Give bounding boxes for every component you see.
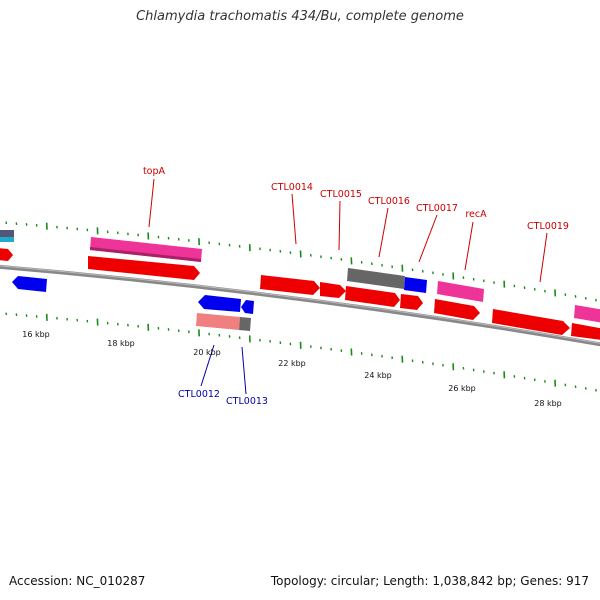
label-leaders	[148, 178, 548, 395]
gene-arrow[interactable]	[12, 276, 47, 292]
gene-arrow-ctl0013[interactable]	[239, 317, 251, 331]
genome-backbone	[0, 264, 600, 347]
gene-arrow[interactable]	[0, 237, 14, 242]
gene-label-ctl0013[interactable]: CTL0013	[226, 396, 268, 407]
genome-stats-text: Topology: circular; Length: 1,038,842 bp…	[270, 574, 589, 588]
gene-arrow[interactable]	[198, 295, 241, 312]
outer-tick-track	[5, 221, 597, 302]
inner-tick-track	[5, 312, 597, 392]
genome-backbone-highlight	[0, 265, 600, 344]
gene-label-ctl0015[interactable]: CTL0015	[320, 189, 362, 200]
gene-label-ctl0019[interactable]: CTL0019	[527, 221, 569, 232]
scale-label: 20 kbp	[193, 348, 221, 357]
scale-label: 24 kbp	[364, 371, 392, 380]
gene-arrow-topa[interactable]	[90, 237, 202, 262]
gene-arrow-ctl0015[interactable]	[320, 282, 346, 298]
scale-label: 26 kbp	[448, 384, 476, 393]
scale-label: 28 kbp	[534, 399, 562, 408]
gene-labels: topA CTL0014 CTL0015 CTL0016 CTL0017 rec…	[143, 166, 569, 407]
reverse-genes	[12, 276, 254, 331]
gene-label-ctl0017[interactable]: CTL0017	[416, 203, 458, 214]
gene-arrow-ctl0016[interactable]	[347, 268, 405, 289]
gene-arrow[interactable]	[345, 286, 400, 307]
gene-label-ctl0012[interactable]: CTL0012	[178, 389, 220, 400]
scale-label: 16 kbp	[22, 330, 50, 339]
gene-arrow[interactable]	[241, 300, 254, 314]
gene-label-ctl0016[interactable]: CTL0016	[368, 196, 410, 207]
gene-label-ctl0014[interactable]: CTL0014	[271, 182, 313, 193]
gene-arrow-ctl0019[interactable]	[492, 309, 570, 335]
gene-arrow[interactable]	[0, 230, 14, 237]
gene-arrow[interactable]	[0, 248, 13, 261]
gene-arrow-reca[interactable]	[437, 281, 484, 302]
scale-label: 22 kbp	[278, 359, 306, 368]
forward-genes	[0, 230, 600, 341]
gene-arrow[interactable]	[574, 305, 600, 324]
gene-arrow[interactable]	[88, 256, 200, 280]
gene-arrow-topa-shade	[90, 247, 201, 262]
scale-labels: 16 kbp 18 kbp 20 kbp 22 kbp 24 kbp 26 kb…	[22, 330, 562, 408]
gene-label-reca[interactable]: recA	[465, 209, 487, 220]
gene-label-topa[interactable]: topA	[143, 166, 166, 177]
map-title: Chlamydia trachomatis 434/Bu, complete g…	[136, 9, 464, 24]
gene-arrow-ctl0017[interactable]	[400, 294, 423, 310]
gene-arrow-ctl0014[interactable]	[260, 275, 320, 295]
gene-arrow[interactable]	[404, 277, 427, 293]
gene-arrow-ctl0012[interactable]	[196, 313, 240, 330]
gene-arrow[interactable]	[571, 323, 600, 341]
scale-label: 18 kbp	[107, 339, 135, 348]
accession-text: Accession: NC_010287	[9, 574, 146, 588]
gene-arrow[interactable]	[434, 299, 480, 320]
